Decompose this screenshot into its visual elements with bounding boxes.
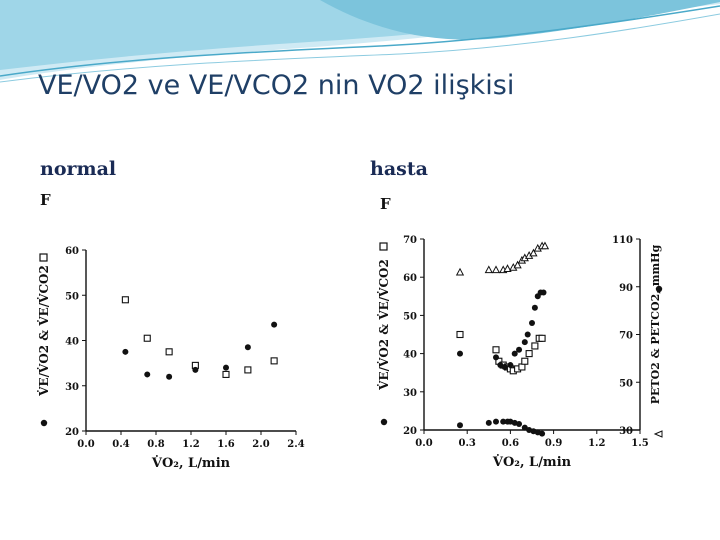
data-point-circle <box>493 418 499 425</box>
data-point-circle <box>122 348 129 355</box>
panel-letter: F <box>40 191 51 209</box>
data-point-circle <box>531 304 538 311</box>
data-point-square <box>456 330 464 339</box>
chart-hasta: F 0.0 0.3 0.6 0.9 1.2 1.5 20 30 40 50 60 70 30 50 70 90 1… <box>376 195 663 470</box>
data-point-square <box>518 363 526 371</box>
x-tick-label: 0.3 <box>458 438 475 449</box>
data-point-triangle <box>513 260 522 269</box>
data-point-square <box>143 334 151 342</box>
data-point-circle <box>511 350 518 357</box>
x-tick-label: 0.9 <box>545 438 562 449</box>
data-point-square <box>222 370 230 378</box>
right-y-tick-label: 50 <box>619 378 633 389</box>
y-tick-label: 70 <box>403 235 417 246</box>
data-point-square <box>165 348 173 356</box>
y-tick-label: 40 <box>65 337 79 348</box>
x-tick-label: 0.0 <box>77 439 94 450</box>
x-tick-label: 2.0 <box>252 439 269 450</box>
x-tick-label: 0.8 <box>147 439 164 450</box>
x-tick-label: 0.6 <box>502 438 519 449</box>
right-y-tick-label: 70 <box>619 331 633 342</box>
x-tick-label: 1.5 <box>631 438 648 449</box>
data-point-circle <box>521 339 528 346</box>
caption-hasta: hasta <box>370 158 428 180</box>
data-point-circle <box>144 371 151 378</box>
x-axis-label: V̇O₂, L/min <box>151 455 231 471</box>
legend-marker-square <box>39 253 48 262</box>
y-tick-label: 50 <box>65 291 79 302</box>
data-point-circle <box>507 362 514 369</box>
data-point-triangle <box>491 265 501 274</box>
data-point-square <box>270 357 278 365</box>
data-point-triangle <box>529 248 538 257</box>
data-point-circle <box>500 418 507 425</box>
x-tick-label: 1.6 <box>217 439 234 450</box>
y-tick-label: 30 <box>403 388 417 399</box>
data-point-triangle <box>455 267 465 276</box>
legend-marker-circle <box>40 419 48 427</box>
data-point-circle <box>192 366 199 373</box>
data-point-triangle <box>484 265 493 274</box>
x-tick-label: 0.0 <box>415 438 432 449</box>
data-point-triangle <box>540 241 550 250</box>
data-point-circle <box>524 331 531 338</box>
data-point-circle <box>485 419 492 426</box>
y-tick-label: 60 <box>403 273 417 284</box>
y-tick-label: 20 <box>403 426 417 437</box>
chart-panel-normal: F 0.0 0.4 0.8 1.2 1.6 2.0 2.4 20 30 40 50 60 V̇O₂, L/… <box>26 188 348 486</box>
data-point-square <box>244 366 252 374</box>
data-point-circle <box>516 421 523 428</box>
data-point-circle <box>540 289 547 296</box>
data-point-circle <box>244 344 251 351</box>
data-point-circle <box>529 320 535 327</box>
data-point-square <box>521 357 529 365</box>
y-axis-label: V̇E/V̇O2 & V̇E/V̇CO2 <box>376 259 391 391</box>
data-point-circle <box>457 422 463 429</box>
data-point-square <box>492 346 500 354</box>
x-tick-label: 2.4 <box>287 439 304 450</box>
data-point-square <box>121 296 129 304</box>
data-point-circle <box>493 354 499 361</box>
right-y-tick-label: 30 <box>619 426 633 437</box>
data-point-circle <box>166 373 173 380</box>
data-point-triangle <box>503 264 512 272</box>
data-point-square <box>531 342 539 350</box>
x-axis-label: V̇O₂, L/min <box>492 454 572 470</box>
header-wave-decoration <box>0 0 720 83</box>
y-tick-label: 60 <box>65 246 79 257</box>
caption-normal: normal <box>40 158 117 180</box>
legend-marker-circle-right <box>655 285 663 293</box>
data-point-circle <box>516 346 523 353</box>
x-tick-label: 1.2 <box>588 438 605 449</box>
right-y-axis-label: PETO2 & PETCO2, mmHg <box>649 244 662 404</box>
data-point-square <box>525 350 533 358</box>
chart-panel-hasta: F 0.0 0.3 0.6 0.9 1.2 1.5 20 30 40 50 60 70 30 50 70 90 1… <box>368 190 696 486</box>
data-point-circle <box>271 321 278 328</box>
data-point-circle <box>539 430 546 437</box>
x-tick-label: 0.4 <box>112 439 129 450</box>
data-point-circle <box>223 364 229 371</box>
y-tick-label: 30 <box>65 382 79 393</box>
right-y-tick-label: 90 <box>619 283 633 294</box>
y-tick-label: 20 <box>65 427 79 438</box>
x-tick-label: 1.2 <box>182 439 199 450</box>
y-tick-label: 40 <box>403 350 417 361</box>
right-y-tick-label: 110 <box>612 235 633 246</box>
legend-marker-circle <box>380 418 388 426</box>
data-point-circle <box>501 363 508 370</box>
data-point-circle <box>457 350 463 357</box>
slide-title: VE/VO2 ve VE/VCO2 nin VO2 ilişkisi <box>38 70 515 101</box>
legend-marker-triangle <box>653 430 663 438</box>
legend-marker-square <box>379 242 388 251</box>
y-tick-label: 50 <box>403 311 417 322</box>
panel-letter: F <box>380 195 391 213</box>
data-point-square <box>538 334 546 342</box>
chart-normal: F 0.0 0.4 0.8 1.2 1.6 2.0 2.4 20 30 40 50 60 V̇O₂, L/… <box>36 191 305 471</box>
y-axis-label: V̇E/V̇O2 & V̇E/V̇CO2 <box>36 265 51 397</box>
